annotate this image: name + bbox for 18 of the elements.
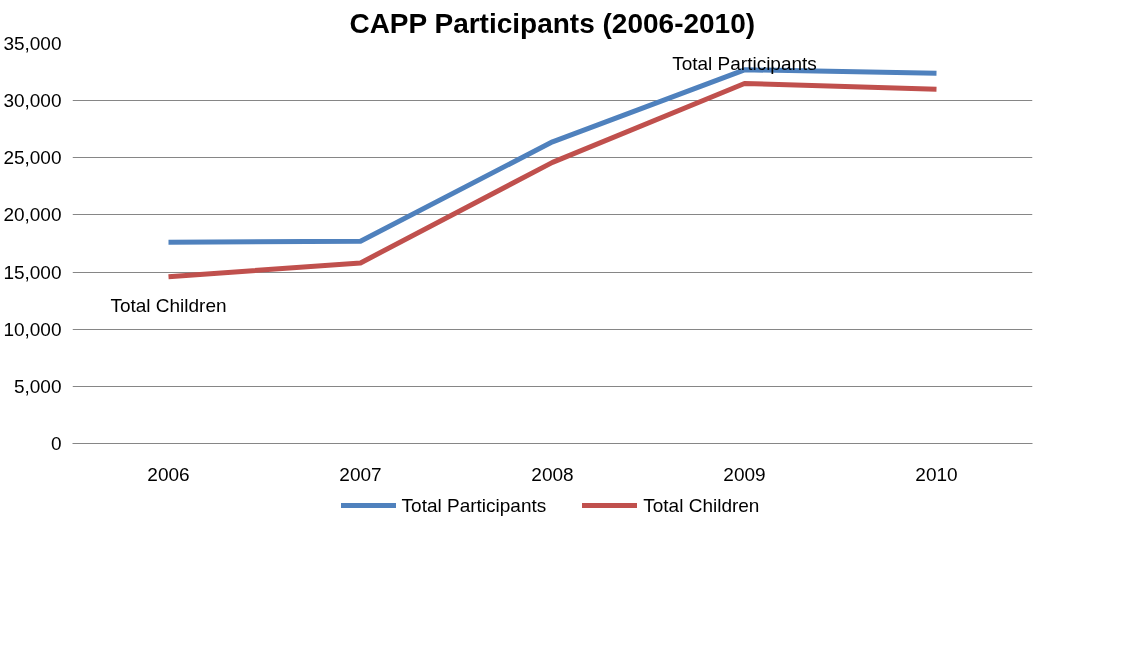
x-tick-label: 2009 [723, 463, 766, 485]
y-tick-label: 20,000 [3, 204, 62, 226]
x-tick-label: 2010 [915, 463, 958, 485]
y-tick-label: 35,000 [3, 33, 62, 54]
y-tick-label: 15,000 [3, 261, 62, 283]
x-tick-label: 2006 [147, 463, 190, 485]
y-tick-label: 0 [50, 433, 62, 454]
y-tick-label: 25,000 [3, 147, 62, 169]
annotation: Total Participants [672, 53, 817, 74]
y-tick-label: 5,000 [13, 375, 62, 397]
x-tick-label: 2008 [531, 463, 574, 485]
x-tick-label: 2007 [339, 463, 382, 485]
chart-title: CAPP Participants (2006-2010) [349, 7, 756, 39]
y-tick-label: 10,000 [3, 318, 62, 340]
legend-label: Total Participants [401, 493, 547, 518]
annotation: Total Children [110, 295, 227, 316]
y-tick-label: 30,000 [3, 90, 62, 112]
legend-label: Total Children [643, 493, 760, 518]
